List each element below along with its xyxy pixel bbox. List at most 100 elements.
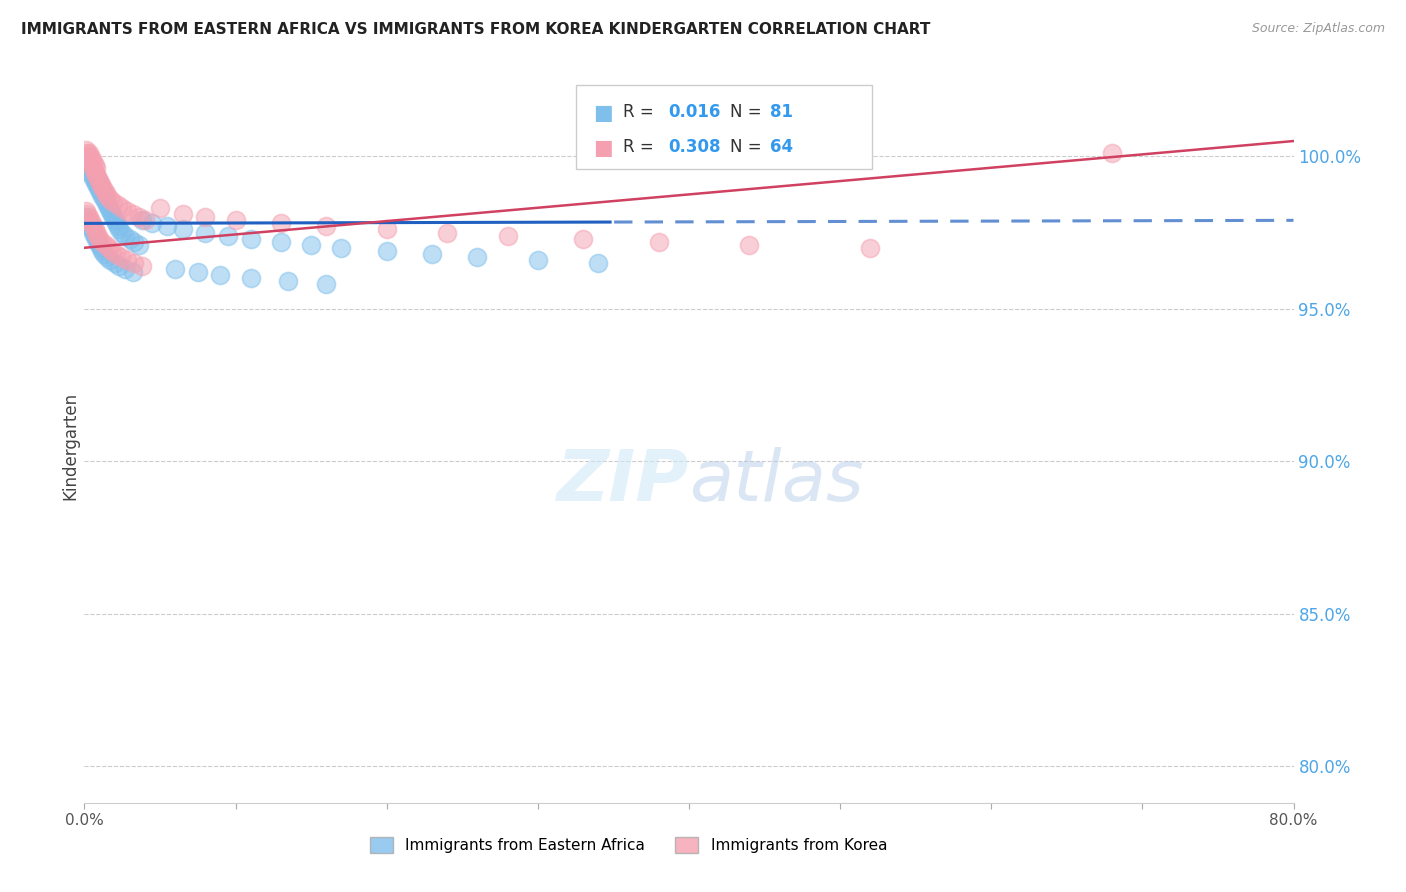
Point xyxy=(84,228,107,243)
Point xyxy=(134,213,156,227)
Point xyxy=(89,174,111,188)
Point xyxy=(84,158,107,172)
Point xyxy=(110,250,132,264)
Point xyxy=(77,216,100,230)
Point xyxy=(76,153,98,167)
Point xyxy=(104,213,127,227)
Point xyxy=(93,192,115,206)
Point xyxy=(648,235,671,249)
Point xyxy=(87,235,110,249)
Point xyxy=(111,201,134,215)
Point xyxy=(79,158,101,172)
Point xyxy=(93,183,115,197)
Point xyxy=(90,177,112,191)
Point xyxy=(89,237,111,252)
Point xyxy=(277,274,299,288)
Text: ■: ■ xyxy=(593,138,613,158)
Point xyxy=(86,232,108,246)
Point xyxy=(217,228,239,243)
Point xyxy=(121,207,143,221)
Point xyxy=(91,235,114,249)
Text: 81: 81 xyxy=(770,103,793,120)
Point xyxy=(84,222,107,236)
Point xyxy=(94,237,117,252)
Point xyxy=(82,164,104,178)
Point xyxy=(94,194,117,209)
Text: N =: N = xyxy=(730,103,766,120)
Point xyxy=(496,228,519,243)
Point xyxy=(77,211,100,225)
Point xyxy=(86,177,108,191)
Point xyxy=(75,204,97,219)
Point xyxy=(375,222,398,236)
Point xyxy=(100,207,122,221)
Point xyxy=(239,232,262,246)
Point xyxy=(84,174,107,188)
Point xyxy=(172,207,194,221)
Point xyxy=(115,204,138,219)
Point xyxy=(82,170,104,185)
Point xyxy=(122,256,145,270)
Point xyxy=(90,186,112,200)
Point xyxy=(86,168,108,182)
Point xyxy=(77,153,100,167)
Point xyxy=(588,256,610,270)
Point xyxy=(87,228,110,243)
Point xyxy=(527,252,550,267)
Point xyxy=(77,155,100,169)
Point xyxy=(76,149,98,163)
Text: R =: R = xyxy=(623,138,659,156)
Point xyxy=(75,211,97,225)
Point xyxy=(115,252,138,267)
Point xyxy=(77,161,100,176)
Point xyxy=(82,155,104,169)
Point xyxy=(87,179,110,194)
Point xyxy=(1101,146,1123,161)
Point xyxy=(114,262,136,277)
Point xyxy=(91,244,114,258)
Point xyxy=(194,211,217,225)
Point xyxy=(84,164,107,178)
Point xyxy=(141,216,163,230)
Point xyxy=(96,189,118,203)
Point xyxy=(128,237,150,252)
Point xyxy=(121,265,143,279)
Point xyxy=(86,226,108,240)
Point xyxy=(98,204,121,219)
Text: Source: ZipAtlas.com: Source: ZipAtlas.com xyxy=(1251,22,1385,36)
Point xyxy=(75,155,97,169)
Point xyxy=(156,219,179,234)
Point xyxy=(270,235,292,249)
Point xyxy=(270,216,292,230)
Legend: Immigrants from Eastern Africa, Immigrants from Korea: Immigrants from Eastern Africa, Immigran… xyxy=(364,831,893,859)
Point xyxy=(131,259,153,273)
Point xyxy=(91,183,114,197)
Point xyxy=(128,211,150,225)
Point xyxy=(75,143,97,157)
Point xyxy=(105,247,128,261)
Point xyxy=(122,235,145,249)
Point xyxy=(107,198,129,212)
Text: 0.016: 0.016 xyxy=(668,103,720,120)
Text: 64: 64 xyxy=(770,138,793,156)
Point xyxy=(572,232,595,246)
Point xyxy=(82,219,104,234)
Point xyxy=(82,161,104,176)
Point xyxy=(108,222,131,236)
Point xyxy=(76,207,98,221)
Point xyxy=(80,153,103,167)
Point xyxy=(97,201,120,215)
Point xyxy=(108,259,131,273)
Point xyxy=(107,219,129,234)
Point xyxy=(118,232,141,246)
Point xyxy=(89,177,111,191)
Point xyxy=(79,213,101,227)
Point xyxy=(82,226,104,240)
Point xyxy=(93,186,115,200)
Point xyxy=(86,170,108,185)
Point xyxy=(104,256,127,270)
Point xyxy=(87,174,110,188)
Point xyxy=(79,219,101,234)
Point xyxy=(420,247,443,261)
Point xyxy=(111,226,134,240)
